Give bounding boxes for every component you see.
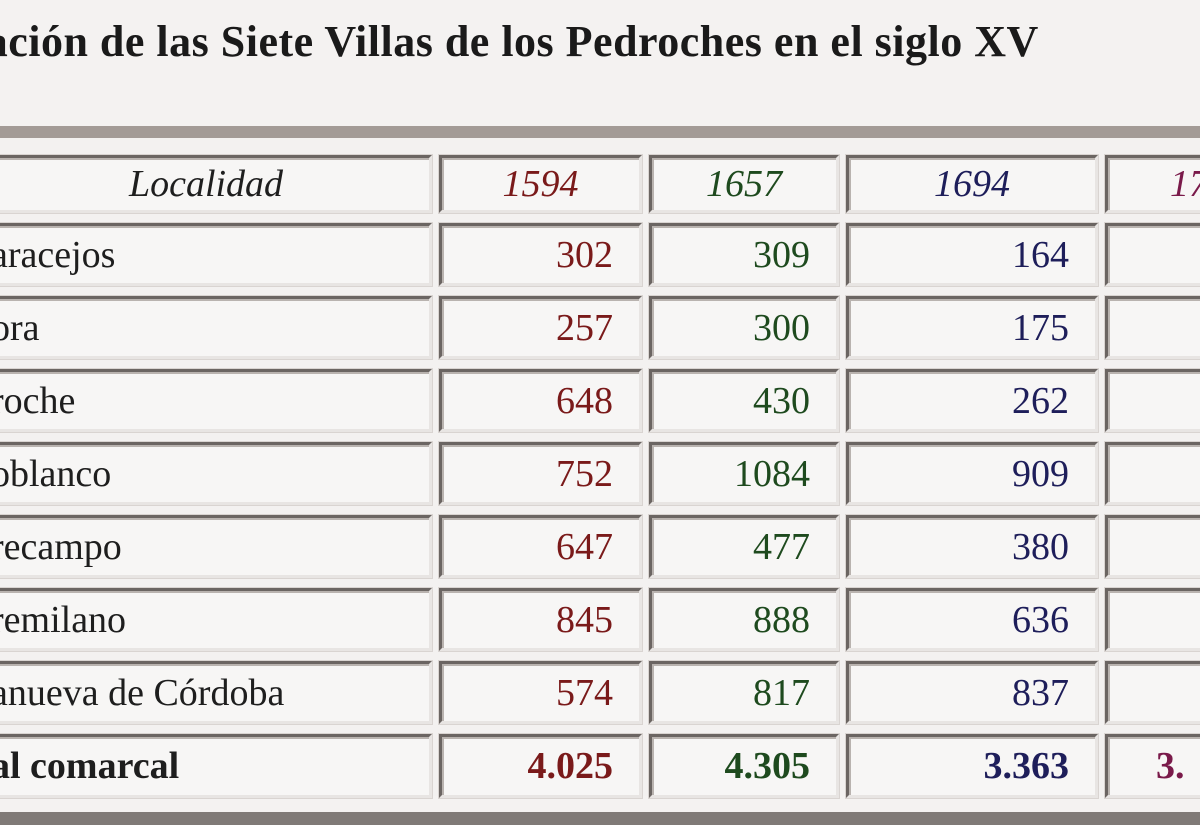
header-y1694: 1694 (846, 155, 1098, 213)
table-cell-y1694: 837 (846, 661, 1098, 724)
table-cell-y1594: 648 (439, 369, 642, 432)
table-cell-y1694: 262 (846, 369, 1098, 432)
table-cell-y1657: 477 (649, 515, 839, 578)
table-cell-y1694: 164 (846, 223, 1098, 286)
header-localidad: Localidad (0, 155, 432, 213)
header-y1594: 1594 (439, 155, 642, 213)
table-cell-y1657: 430 (649, 369, 839, 432)
header-y17xx: 17 (1105, 155, 1200, 213)
table-cell-localidad: ora (0, 296, 432, 359)
total-cell-localidad: al comarcal (0, 734, 432, 798)
table-cell-y1657: 300 (649, 296, 839, 359)
table-cell-y1594: 574 (439, 661, 642, 724)
total-cell-y17xx: 3. (1105, 734, 1200, 798)
table-cell-y1594: 647 (439, 515, 642, 578)
total-cell-y1657: 4.305 (649, 734, 839, 798)
total-cell-y1594: 4.025 (439, 734, 642, 798)
table-cell-y17xx (1105, 296, 1200, 359)
table-cell-y17xx (1105, 661, 1200, 724)
table-cell-y1594: 257 (439, 296, 642, 359)
table-cell-y1694: 380 (846, 515, 1098, 578)
table-cell-y1594: 845 (439, 588, 642, 651)
table-cell-y17xx (1105, 369, 1200, 432)
table-cell-y17xx (1105, 223, 1200, 286)
table-cell-y17xx (1105, 515, 1200, 578)
header-y1657: 1657 (649, 155, 839, 213)
table-cell-y1657: 309 (649, 223, 839, 286)
table-cell-localidad: aracejos (0, 223, 432, 286)
table-cell-y17xx (1105, 588, 1200, 651)
table-cell-y17xx (1105, 442, 1200, 505)
table-cell-y1657: 888 (649, 588, 839, 651)
page-title: blación de las Siete Villas de los Pedro… (0, 17, 1039, 66)
table-cell-y1694: 175 (846, 296, 1098, 359)
table-cell-localidad: remilano (0, 588, 432, 651)
bottom-border (0, 812, 1200, 825)
table-cell-y1594: 302 (439, 223, 642, 286)
table-cell-y1694: 636 (846, 588, 1098, 651)
table-cell-y1657: 1084 (649, 442, 839, 505)
table-cell-localidad: oblanco (0, 442, 432, 505)
table-cell-localidad: roche (0, 369, 432, 432)
table-cell-y1594: 752 (439, 442, 642, 505)
table-cell-localidad: recampo (0, 515, 432, 578)
total-cell-y1694: 3.363 (846, 734, 1098, 798)
table-cell-y1657: 817 (649, 661, 839, 724)
table-cell-localidad: anueva de Córdoba (0, 661, 432, 724)
table-cell-y1694: 909 (846, 442, 1098, 505)
